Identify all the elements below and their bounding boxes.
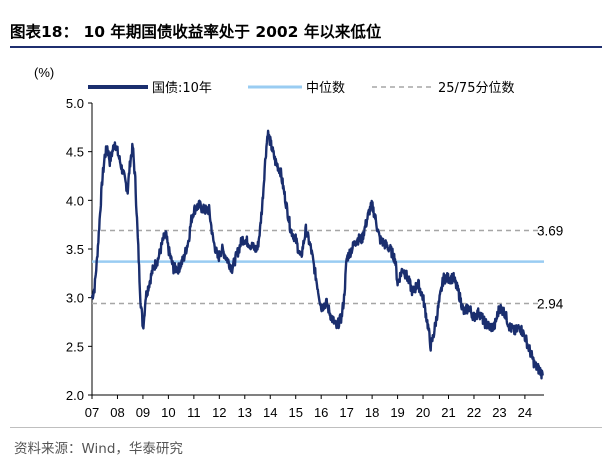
x-tick-label: 15 [288, 405, 302, 420]
x-tick-label: 09 [136, 405, 150, 420]
source-note: 资料来源：Wind，华泰研究 [14, 441, 183, 457]
x-tick-label: 19 [390, 405, 404, 420]
legend-label-median: 中位数 [306, 81, 345, 96]
x-tick-label: 24 [518, 405, 532, 420]
y-tick-label: 4.0 [66, 193, 84, 208]
y-tick-label: 4.5 [66, 145, 84, 160]
annotations: 3.69 2.94 [537, 224, 564, 312]
axes: 5.0 4.5 4.0 3.5 3.0 2.5 2.007 08 09 10 11 12 13 14 15 1… [66, 96, 544, 420]
title-divider [10, 46, 602, 48]
annotation-25-label: 2.94 [537, 297, 564, 312]
y-tick-label: 3.0 [66, 291, 84, 306]
x-tick-label: 10 [161, 405, 175, 420]
x-tick-label: 13 [238, 405, 252, 420]
x-tick-label: 08 [110, 405, 124, 420]
y-tick-label: 2.5 [66, 339, 84, 354]
y-tick-label: 2.0 [66, 388, 84, 403]
x-tick-label: 14 [263, 405, 277, 420]
x-tick-label: 17 [339, 405, 353, 420]
legend-label-yield: 国债:10年 [152, 81, 212, 96]
x-tick-label: 12 [212, 405, 226, 420]
x-tick-label: 22 [467, 405, 481, 420]
x-tick-label: 23 [492, 405, 506, 420]
footer-divider [10, 427, 602, 428]
x-tick-label: 11 [187, 405, 201, 420]
reference-lines [92, 229, 544, 305]
series-layer [90, 129, 544, 380]
x-tick-label: 21 [441, 405, 455, 420]
y-tick-label: 3.5 [66, 242, 84, 257]
annotation-75-label: 3.69 [537, 224, 563, 239]
x-tick-label: 16 [314, 405, 328, 420]
yield-chart: (%) 国债:10年 中位数 25/75分位数 5.0 4.5 4.0 3.5 3.0 2… [34, 65, 564, 420]
y-axis-unit-label: (%) [34, 65, 54, 80]
legend: 国债:10年 中位数 25/75分位数 [88, 81, 514, 96]
x-tick-label: 07 [85, 405, 99, 420]
x-tick-label: 20 [416, 405, 430, 420]
legend-label-quartile: 25/75分位数 [438, 81, 514, 96]
yield-series-line [90, 129, 544, 380]
page-title: 图表18： 10 年期国债收益率处于 2002 年以来低位 [10, 23, 382, 41]
x-tick-label: 18 [365, 405, 379, 420]
y-tick-label: 5.0 [66, 96, 84, 111]
